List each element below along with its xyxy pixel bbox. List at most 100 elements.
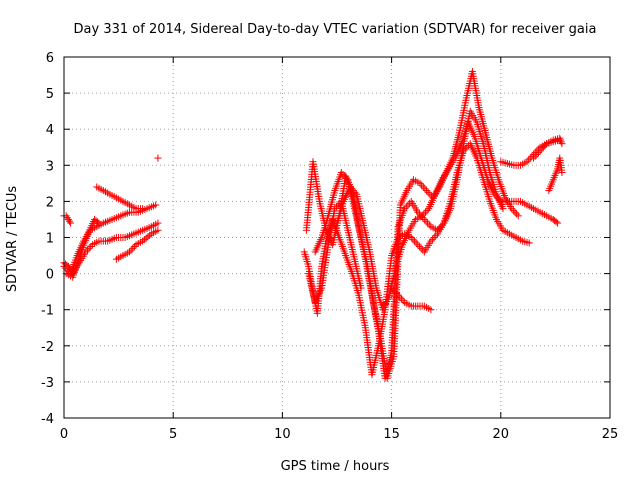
data-point — [339, 170, 347, 178]
data-point — [127, 246, 135, 254]
y-tick-label: -4 — [41, 412, 54, 427]
data-point — [407, 234, 415, 241]
data-point — [508, 205, 516, 213]
data-point — [430, 234, 438, 241]
data-point — [139, 237, 147, 245]
data-point — [62, 264, 70, 272]
data-point — [463, 143, 471, 151]
y-tick-label: -1 — [41, 304, 54, 319]
data-point — [129, 244, 137, 252]
x-tick-label: 0 — [60, 427, 68, 442]
data-point — [552, 218, 560, 226]
data-point — [331, 205, 339, 213]
data-point — [126, 248, 134, 256]
y-tick-label: 3 — [46, 159, 54, 174]
data-point — [154, 226, 162, 234]
data-point — [425, 221, 433, 229]
data-point — [146, 231, 154, 239]
data-point — [342, 174, 350, 182]
data-point — [423, 187, 431, 195]
data-point — [95, 219, 103, 227]
y-tick-label: 1 — [46, 232, 54, 247]
data-point — [424, 188, 432, 196]
data-point — [530, 154, 538, 162]
data-point — [492, 192, 500, 200]
data-point — [401, 205, 409, 213]
x-tick-label: 25 — [602, 427, 619, 442]
data-point — [557, 138, 565, 146]
data-point — [139, 205, 147, 213]
x-tick-labels: 0 5 10 15 20 25 — [60, 427, 618, 442]
data-point — [422, 217, 430, 225]
data-point — [437, 223, 445, 231]
data-point — [523, 158, 531, 166]
data-point — [394, 291, 402, 299]
data-point — [67, 219, 75, 227]
data-point — [525, 156, 533, 164]
data-point — [348, 185, 356, 193]
data-point — [357, 284, 365, 292]
data-point — [351, 188, 359, 196]
x-tick-label: 15 — [383, 427, 400, 442]
x-tick-label: 5 — [169, 427, 177, 442]
data-point — [409, 235, 417, 243]
data-point — [513, 210, 521, 218]
data-point — [417, 244, 425, 252]
data-point — [414, 241, 422, 249]
data-point — [154, 154, 162, 162]
data-point — [490, 190, 498, 198]
data-point — [87, 243, 95, 251]
data-point — [539, 143, 547, 151]
data-point — [418, 181, 426, 189]
data-point — [421, 208, 429, 216]
data-point — [556, 136, 564, 144]
data-point — [402, 203, 410, 211]
x-axis-label: GPS time / hours — [281, 459, 390, 474]
data-point — [556, 134, 564, 142]
data-point — [432, 232, 440, 240]
data-point — [332, 203, 340, 211]
data-point — [533, 150, 541, 158]
x-tick-label: 10 — [274, 427, 291, 442]
data-point — [558, 169, 566, 177]
data-point — [154, 219, 162, 227]
data-point — [499, 205, 507, 213]
data-point — [424, 219, 432, 227]
data-point — [152, 201, 160, 209]
y-tick-label: 4 — [46, 123, 54, 138]
data-point — [411, 237, 419, 245]
data-point — [418, 212, 426, 220]
data-point — [399, 297, 407, 305]
x-tick-label: 20 — [493, 427, 510, 442]
y-axis-label: SDTVAR / TECUs — [5, 186, 20, 293]
y-tick-label: -2 — [41, 340, 54, 355]
data-point — [494, 194, 502, 202]
data-point — [514, 212, 522, 220]
data-point — [140, 236, 148, 244]
y-tick-labels: -4 -3 -2 -1 0 1 2 3 4 5 6 — [41, 51, 54, 427]
plot-frame — [63, 56, 611, 419]
data-point — [541, 141, 549, 149]
data-point — [536, 147, 544, 155]
data-point — [429, 235, 437, 243]
data-point — [334, 201, 342, 209]
data-point — [349, 187, 357, 195]
data-point — [427, 237, 435, 245]
data-point — [391, 288, 399, 296]
data-point — [396, 293, 404, 301]
data-point — [558, 140, 566, 148]
data-point — [416, 179, 424, 187]
data-point — [65, 217, 73, 225]
y-tick-label: 5 — [46, 87, 54, 102]
data-point — [63, 266, 71, 274]
y-tick-label: 0 — [46, 268, 54, 283]
data-point — [142, 234, 150, 242]
data-point — [64, 215, 72, 223]
data-point — [389, 286, 397, 294]
data-point — [531, 152, 539, 160]
data-point — [423, 206, 431, 214]
data-point — [393, 289, 401, 297]
data-point — [525, 239, 533, 247]
data-point — [435, 224, 443, 232]
